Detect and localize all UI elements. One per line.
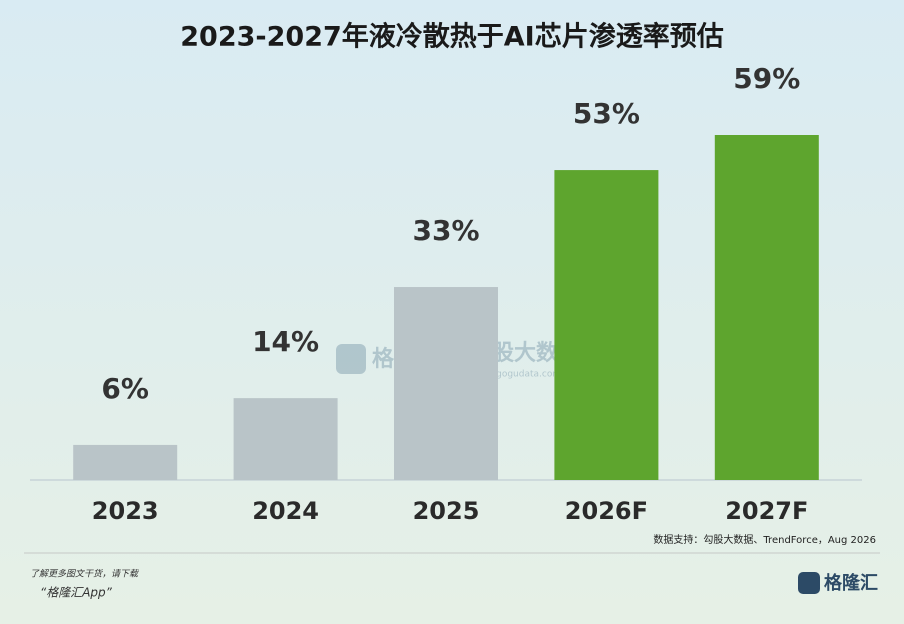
footer-note: 了解更多图文干货，请下载 <box>30 569 139 580</box>
value-label: 59% <box>733 62 800 95</box>
x-tick-label: 2026F <box>565 497 648 525</box>
x-tick-label: 2023 <box>92 497 159 525</box>
bar <box>233 398 338 480</box>
watermark-icon <box>336 344 366 374</box>
value-label: 33% <box>412 214 479 247</box>
x-tick-label: 2025 <box>413 497 480 525</box>
watermark-url: www.gogudata.com <box>472 370 561 380</box>
bar <box>714 135 819 480</box>
source: 数据支持：勾股大数据、TrendForce，Aug 2026 <box>653 533 876 546</box>
x-tick-label: 2024 <box>252 497 319 525</box>
logo-icon <box>798 572 820 594</box>
chart-title: 2023-2027年液冷散热于AI芯片渗透率预估 <box>180 21 723 53</box>
value-label: 6% <box>101 372 149 405</box>
bar <box>554 170 659 480</box>
bar <box>394 287 498 480</box>
bar <box>73 444 178 480</box>
value-label: 53% <box>573 97 640 130</box>
value-label: 14% <box>252 325 319 358</box>
x-tick-label: 2027F <box>725 497 808 525</box>
logo: 格隆汇 <box>824 572 878 594</box>
footer-app: “格隆汇App” <box>40 586 113 600</box>
